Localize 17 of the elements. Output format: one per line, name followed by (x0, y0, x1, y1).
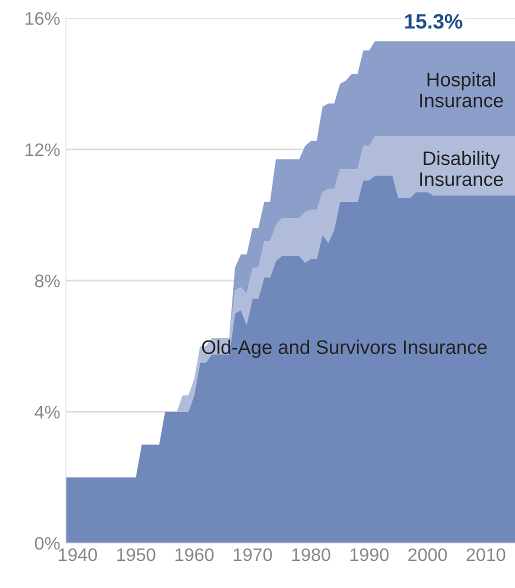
annotation: 15.3% (405, 14, 462, 29)
y-tick-label: 0% (34, 536, 60, 550)
y-tick-label: 4% (34, 406, 60, 418)
x-tick-label: 1980 (292, 548, 330, 562)
x-tick-label: 1970 (234, 548, 272, 562)
x-tick-label: 1950 (117, 548, 156, 562)
x-tick-label: 1990 (350, 548, 389, 562)
series-label: Disability Insurance (420, 150, 503, 186)
y-tick-label: 16% (26, 12, 60, 25)
series-label: Old-Age and Survivors Insurance (202, 340, 487, 358)
y-tick-label: 8% (35, 274, 60, 288)
x-tick-label: 2000 (408, 548, 447, 562)
series-label: Hospital Insurance (420, 72, 503, 108)
y-tick-label: 12% (26, 143, 60, 156)
x-tick-label: 1940 (58, 548, 97, 562)
x-tick-label: 1960 (176, 548, 214, 562)
x-tick-label: 2010 (466, 548, 506, 562)
